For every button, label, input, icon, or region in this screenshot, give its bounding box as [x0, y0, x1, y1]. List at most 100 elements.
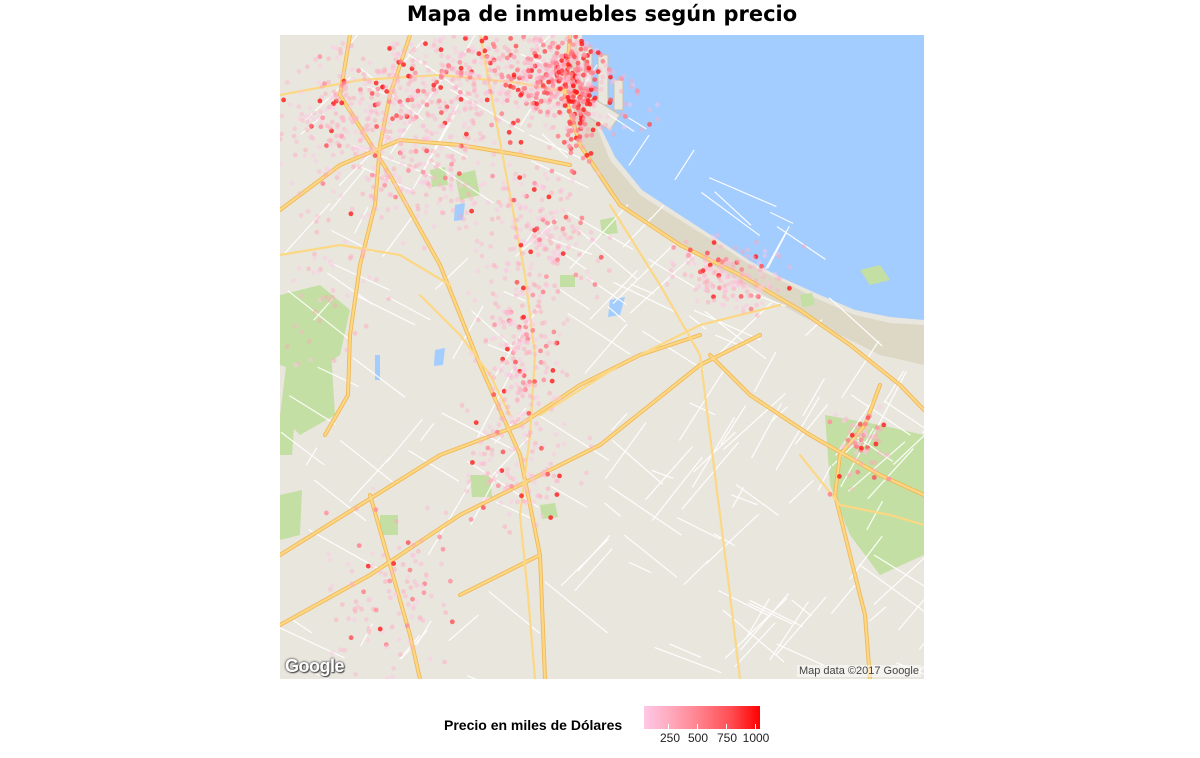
property-point: [578, 46, 584, 52]
property-point: [396, 175, 402, 181]
property-point: [529, 449, 535, 454]
property-point: [496, 56, 502, 61]
property-point: [548, 71, 554, 77]
property-point: [453, 84, 459, 90]
property-point: [558, 196, 564, 202]
property-point: [758, 284, 764, 290]
property-point: [851, 422, 857, 428]
property-point: [374, 124, 379, 129]
property-point: [473, 105, 479, 111]
property-point: [349, 206, 355, 212]
property-point: [496, 406, 502, 412]
property-point: [339, 115, 344, 120]
legend-tick-750: 750: [716, 731, 738, 745]
property-point: [551, 219, 557, 225]
property-point: [524, 439, 530, 445]
property-point: [575, 41, 581, 47]
property-point: [510, 350, 516, 356]
map-canvas[interactable]: [280, 35, 924, 679]
property-point: [384, 177, 389, 183]
street: [775, 596, 827, 655]
property-point: [562, 99, 568, 105]
property-point: [719, 269, 725, 275]
property-point: [522, 60, 527, 66]
property-point: [587, 93, 592, 98]
property-point: [515, 87, 521, 93]
property-point: [297, 191, 302, 196]
property-point: [561, 421, 567, 427]
property-point: [473, 220, 479, 226]
property-point: [517, 368, 523, 374]
property-point: [411, 47, 417, 52]
property-point: [521, 417, 527, 423]
street: [399, 634, 421, 660]
property-point: [554, 261, 560, 266]
property-point: [505, 482, 511, 488]
property-point: [324, 166, 330, 172]
property-point: [372, 206, 378, 212]
street: [714, 191, 752, 226]
property-point: [582, 121, 588, 127]
property-point: [440, 63, 446, 69]
property-point: [548, 75, 554, 80]
property-point: [530, 63, 536, 69]
property-point: [573, 73, 578, 79]
property-point: [440, 123, 446, 129]
property-point: [548, 515, 554, 520]
property-point: [426, 89, 431, 95]
property-point: [734, 297, 740, 302]
property-point: [473, 76, 479, 82]
property-point: [330, 152, 336, 158]
property-point: [725, 274, 731, 280]
property-point: [429, 99, 434, 105]
property-point: [470, 118, 476, 124]
street: [817, 465, 832, 492]
property-point: [437, 183, 443, 188]
property-point: [372, 118, 378, 123]
street: [629, 254, 695, 314]
property-point: [711, 240, 717, 246]
property-point: [472, 85, 477, 91]
street: [353, 144, 433, 177]
property-point: [518, 372, 524, 378]
property-point: [514, 381, 519, 387]
property-point: [515, 201, 520, 207]
property-point: [473, 420, 479, 425]
property-point: [357, 101, 363, 107]
legend-tick-1000: 1000: [742, 731, 770, 745]
property-point: [370, 127, 375, 133]
property-point: [513, 235, 519, 240]
property-point: [576, 71, 582, 77]
property-point: [421, 590, 427, 596]
property-point: [498, 368, 504, 373]
property-point: [550, 56, 556, 62]
property-point: [525, 322, 530, 327]
property-point: [449, 100, 455, 106]
property-point: [495, 483, 501, 489]
property-point: [361, 278, 367, 284]
property-point: [485, 471, 491, 476]
property-point: [710, 284, 716, 290]
property-point: [541, 377, 547, 383]
property-point: [598, 86, 604, 92]
property-point: [719, 302, 725, 307]
street: [689, 402, 716, 416]
property-point: [352, 330, 358, 336]
property-point: [427, 656, 433, 662]
property-point: [453, 85, 459, 91]
property-point: [408, 109, 414, 115]
property-point: [487, 89, 493, 94]
map-panel[interactable]: Google Map data ©2017 Google: [280, 35, 924, 679]
property-point: [539, 87, 545, 92]
property-point: [489, 216, 495, 222]
property-point: [731, 285, 737, 290]
property-point: [448, 184, 454, 190]
property-point: [559, 96, 564, 102]
property-point: [517, 175, 523, 181]
property-point: [524, 316, 530, 322]
property-point: [352, 617, 357, 623]
property-point: [588, 229, 594, 235]
property-point: [333, 111, 339, 116]
property-point: [446, 165, 452, 171]
property-point: [562, 232, 567, 238]
